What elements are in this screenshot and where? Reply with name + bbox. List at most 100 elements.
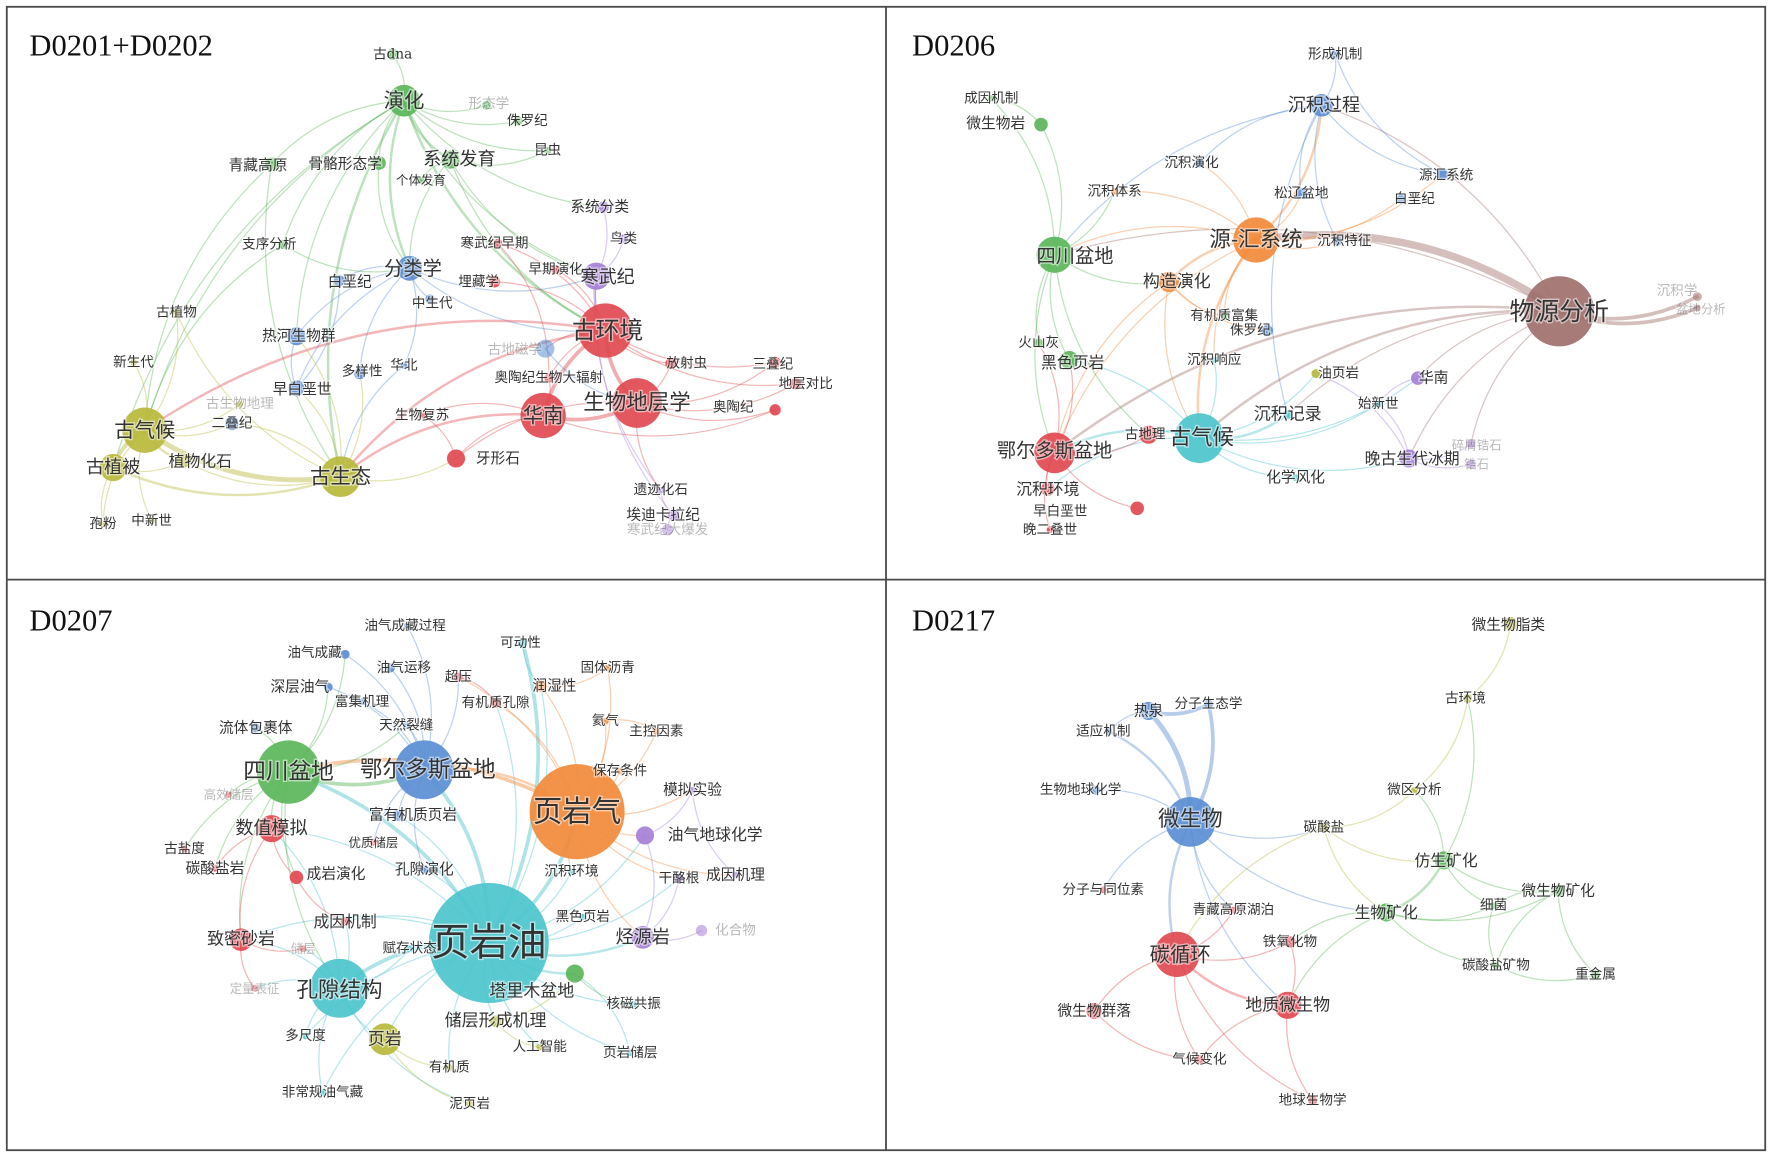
node-label: 致密砂岩: [207, 930, 275, 950]
network-node: [99, 453, 127, 482]
network-edge: [1289, 911, 1387, 943]
node-label: 青藏高原湖泊: [1193, 901, 1274, 918]
network-edge: [540, 667, 609, 688]
network-node: [1396, 194, 1406, 204]
network-node: [536, 1043, 544, 1051]
node-label: 微区分析: [1387, 782, 1441, 798]
network-edge: [1252, 231, 1564, 316]
node-label: 个体发育: [396, 173, 446, 188]
node-label: 可动性: [500, 635, 541, 651]
network-node: [987, 95, 995, 102]
node-label: 二叠纪: [212, 415, 253, 431]
network-node: [635, 826, 655, 845]
network-node: [482, 100, 492, 110]
node-label: 成因机理: [706, 867, 765, 884]
node-label: 古环境: [1445, 691, 1486, 707]
node-label: 古生态: [310, 465, 371, 489]
network-node: [181, 845, 188, 853]
network-edge: [339, 413, 545, 478]
node-label: 深层油气: [270, 679, 329, 696]
network-node: [544, 373, 554, 383]
network-node: [1332, 236, 1343, 246]
network-node: [695, 924, 708, 937]
node-label: 成因机制: [313, 912, 376, 931]
network-node: [597, 201, 609, 213]
node-label: 中生代: [412, 295, 453, 311]
network-edge: [144, 100, 405, 431]
node-label: 沉积记录: [1254, 404, 1322, 424]
network-edge: [1285, 1004, 1314, 1102]
network-node: [406, 945, 414, 953]
node-label: 微生物群落: [1057, 1002, 1131, 1019]
network-node: [299, 945, 307, 953]
node-label: 源汇系统: [1419, 167, 1473, 183]
network-node: [601, 717, 609, 725]
network-node: [674, 873, 684, 884]
network-node: [579, 913, 587, 921]
network-edge: [408, 267, 597, 292]
network-node: [769, 404, 781, 416]
node-label: 页岩油: [431, 921, 546, 966]
node-label: 锆石: [1464, 457, 1489, 472]
network-node: [1194, 1055, 1204, 1065]
node-label: 寒武纪早期: [461, 234, 529, 251]
node-label: 微生物矿化: [1521, 882, 1595, 899]
network-edge: [1198, 104, 1323, 164]
node-label: 青藏高原: [229, 157, 288, 174]
network-edge: [403, 100, 549, 152]
network-edge: [1557, 890, 1597, 976]
node-label: 遗迹化石: [634, 482, 688, 498]
network-edge: [1323, 826, 1387, 914]
network-node: [1434, 851, 1453, 870]
network-node: [122, 407, 168, 453]
network-node: [535, 680, 547, 692]
node-label: 新生代: [113, 354, 154, 370]
node-label: 泥页岩: [449, 1096, 490, 1112]
node-label: 优质储层: [349, 835, 399, 850]
node-label: 富集机理: [335, 693, 390, 710]
network-nodes: [181, 622, 739, 1108]
network-node: [1284, 936, 1296, 948]
network-edge: [282, 100, 405, 246]
network-node: [388, 84, 420, 117]
node-label: 多尺度: [285, 1027, 326, 1044]
network-node: [130, 358, 137, 366]
network-node: [385, 663, 395, 673]
network-node: [631, 926, 655, 949]
node-label: 气候变化: [1172, 1052, 1227, 1068]
network-node: [1036, 236, 1073, 273]
network-node: [1086, 1003, 1103, 1019]
network-node: [453, 672, 463, 682]
network-node: [1590, 970, 1601, 980]
node-label: 火山灰: [1018, 335, 1059, 351]
node-label: 演化: [384, 89, 425, 113]
node-label: 生物矿化: [1354, 903, 1417, 922]
node-label: 四川盆地: [1037, 244, 1114, 267]
node-label: 古气候: [114, 418, 175, 442]
node-label: 铁氧化物: [1263, 934, 1317, 950]
network-node: [1034, 432, 1075, 474]
network-node: [1308, 1095, 1318, 1105]
network-node: [1233, 217, 1279, 263]
network-node: [251, 723, 261, 733]
node-label: 微生物岩: [966, 115, 1025, 132]
node-label: 地球生物学: [1279, 1092, 1347, 1108]
network-edge: [449, 149, 549, 166]
network-node: [652, 727, 660, 735]
node-label: 油页岩: [1318, 366, 1359, 382]
network-node: [1274, 991, 1302, 1019]
node-label: 地质微生物: [1245, 995, 1330, 1015]
node-label: 成因机制: [964, 90, 1018, 106]
node-label: 核磁共振: [607, 996, 662, 1012]
network-node: [1154, 931, 1200, 977]
network-node: [489, 1015, 502, 1027]
node-label: 古dna: [373, 46, 412, 62]
node-label: 寒武纪: [580, 267, 634, 288]
network-node: [667, 509, 679, 521]
network-edge: [574, 972, 631, 1054]
node-label: 孔隙结构: [296, 978, 382, 1003]
node-label: 高效储层: [204, 787, 254, 802]
network-edge: [1287, 310, 1560, 415]
network-node: [320, 456, 361, 497]
